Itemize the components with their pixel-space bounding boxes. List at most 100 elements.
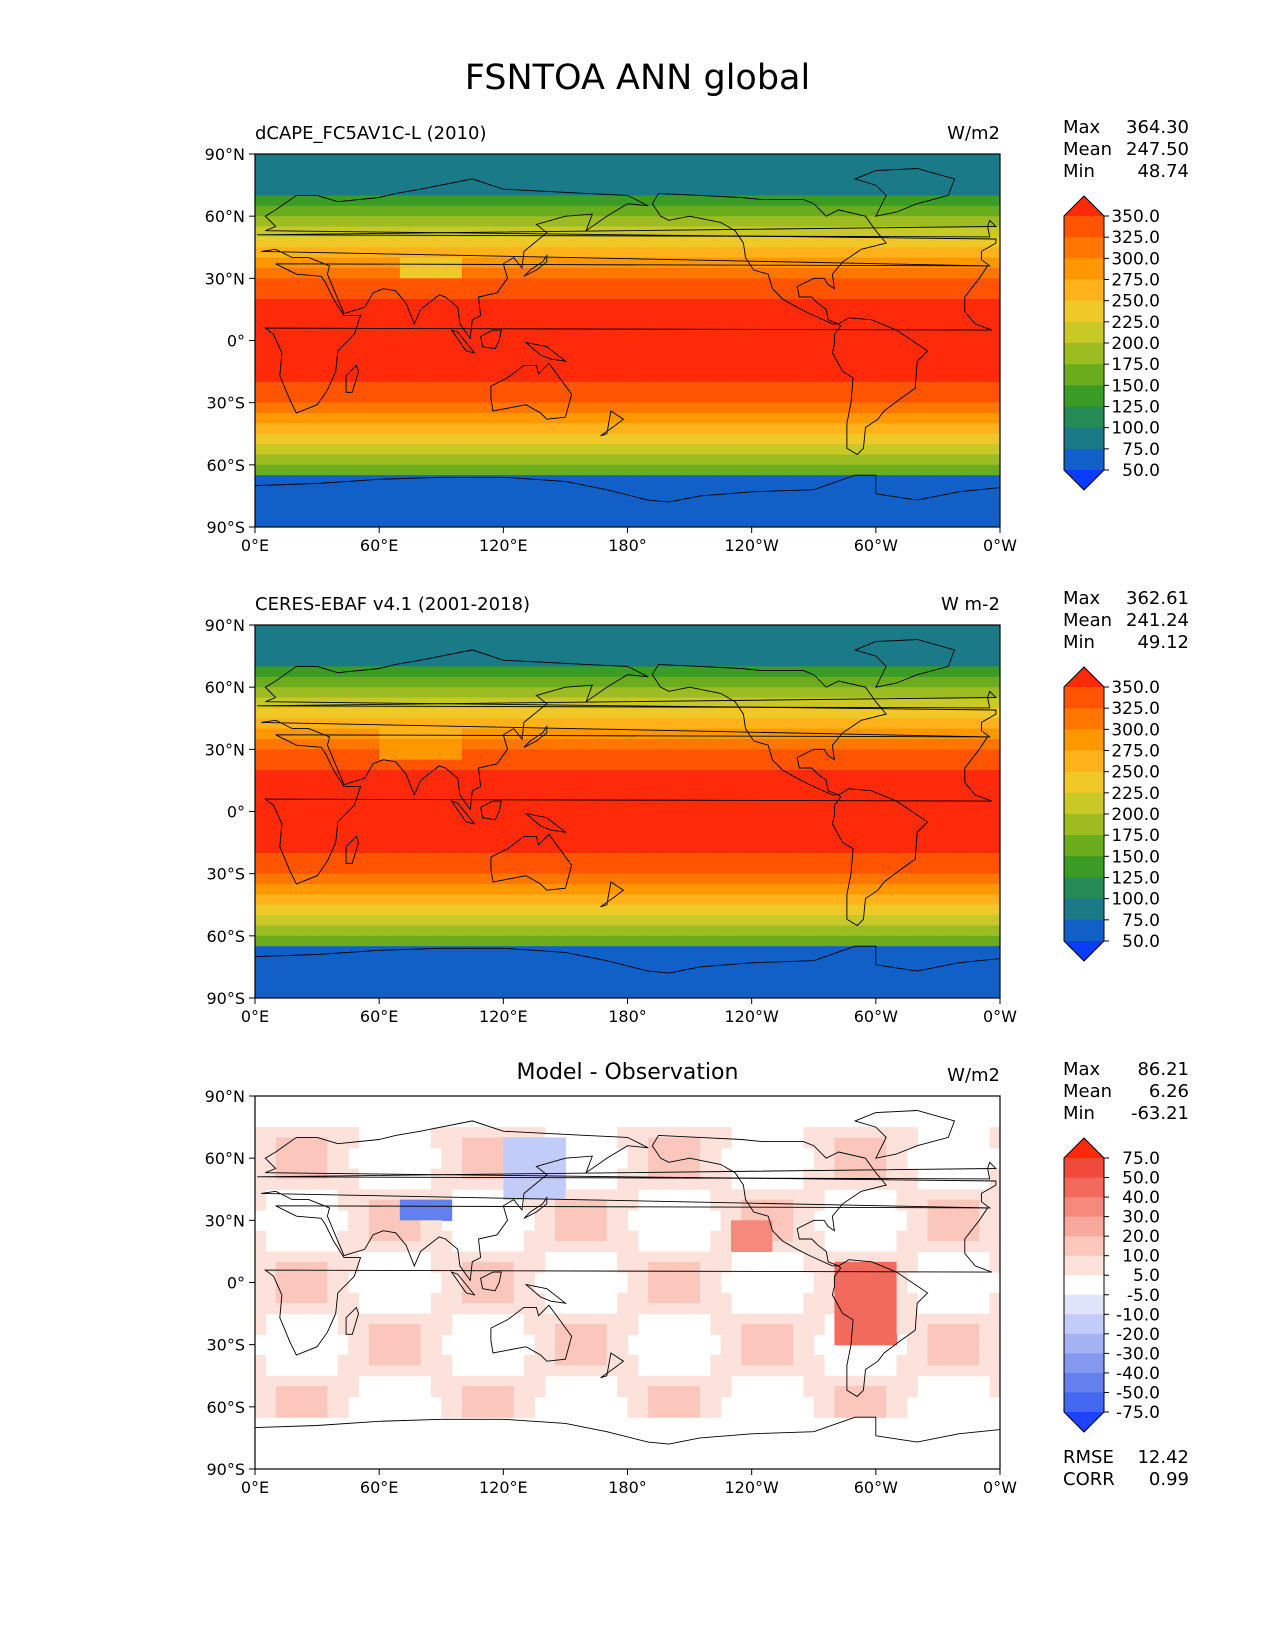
field-cell bbox=[565, 925, 577, 937]
field-cell bbox=[596, 790, 608, 802]
field-cell bbox=[461, 381, 473, 393]
field-cell bbox=[575, 770, 587, 782]
field-cell bbox=[710, 697, 722, 709]
field-cell bbox=[596, 697, 608, 709]
field-cell bbox=[627, 309, 639, 321]
field-cell bbox=[534, 464, 546, 476]
field-cell bbox=[399, 946, 411, 958]
field-cell bbox=[875, 842, 887, 854]
field-cell bbox=[793, 852, 805, 864]
field-cell bbox=[513, 299, 525, 311]
field-cell bbox=[492, 904, 504, 916]
field-cell bbox=[410, 946, 422, 958]
field-cell bbox=[730, 195, 742, 207]
field-cell bbox=[627, 464, 639, 476]
field-cell bbox=[772, 852, 784, 864]
field-cell bbox=[586, 790, 598, 802]
field-cell bbox=[710, 676, 722, 688]
field-cell bbox=[337, 174, 349, 186]
field-cell bbox=[720, 423, 732, 435]
field-cell bbox=[710, 236, 722, 248]
field-cell bbox=[668, 340, 680, 352]
field-cell bbox=[627, 506, 639, 518]
field-cell bbox=[927, 718, 939, 730]
field-cell bbox=[772, 676, 784, 688]
field-cell bbox=[544, 350, 556, 362]
field-cell bbox=[389, 475, 401, 487]
field-cell bbox=[575, 718, 587, 730]
field-cell bbox=[917, 894, 929, 906]
field-cell bbox=[265, 635, 277, 647]
field-cell bbox=[813, 738, 825, 750]
field-cell bbox=[306, 433, 318, 445]
field-cell bbox=[741, 749, 753, 761]
field-cell bbox=[275, 475, 287, 487]
field-cell bbox=[410, 915, 422, 927]
field-cell bbox=[927, 738, 939, 750]
field-cell bbox=[689, 216, 701, 228]
field-cell bbox=[813, 402, 825, 414]
field-cell bbox=[275, 278, 287, 290]
field-cell bbox=[741, 371, 753, 383]
field-cell bbox=[327, 278, 339, 290]
field-cell bbox=[420, 464, 432, 476]
field-cell bbox=[606, 625, 618, 636]
field-cell bbox=[306, 863, 318, 875]
field-cell bbox=[534, 340, 546, 352]
field-cell bbox=[451, 516, 463, 527]
field-cell bbox=[513, 801, 525, 813]
field-cell bbox=[875, 935, 887, 947]
field-cell bbox=[844, 925, 856, 937]
field-cell bbox=[668, 707, 680, 719]
field-cell bbox=[451, 718, 463, 730]
field-cell bbox=[875, 413, 887, 424]
field-cell bbox=[958, 780, 970, 792]
field-cell bbox=[689, 925, 701, 937]
field-cell bbox=[699, 444, 711, 456]
field-cell bbox=[710, 666, 722, 678]
field-cell bbox=[596, 464, 608, 476]
field-cell bbox=[296, 687, 308, 699]
field-cell bbox=[430, 154, 442, 165]
field-cell bbox=[689, 884, 701, 895]
field-cell bbox=[461, 444, 473, 456]
field-cell bbox=[917, 666, 929, 678]
field-cell bbox=[389, 423, 401, 435]
field-cell bbox=[389, 392, 401, 404]
field-cell bbox=[855, 216, 867, 228]
field-cell bbox=[410, 288, 422, 300]
field-cell bbox=[803, 288, 815, 300]
field-cell bbox=[679, 738, 691, 750]
field-cell bbox=[368, 666, 380, 678]
colorbar-segment bbox=[1064, 279, 1104, 302]
field-cell bbox=[275, 444, 287, 456]
field-cell bbox=[751, 454, 763, 466]
field-cell bbox=[917, 444, 929, 456]
field-cell bbox=[534, 485, 546, 497]
field-cell bbox=[834, 195, 846, 207]
field-cell bbox=[379, 174, 391, 186]
field-cell bbox=[937, 154, 949, 165]
field-cell bbox=[420, 495, 432, 507]
field-cell bbox=[699, 485, 711, 497]
field-cell bbox=[844, 288, 856, 300]
field-cell bbox=[886, 749, 898, 761]
field-cell bbox=[441, 946, 453, 958]
field-cell bbox=[699, 247, 711, 259]
field-cell bbox=[441, 444, 453, 456]
field-cell bbox=[937, 915, 949, 927]
field-cell bbox=[337, 821, 349, 833]
field-cell bbox=[637, 625, 649, 636]
field-cell bbox=[596, 288, 608, 300]
field-cell bbox=[979, 350, 991, 362]
field-cell bbox=[617, 894, 629, 906]
field-cell bbox=[875, 236, 887, 248]
field-cell bbox=[979, 935, 991, 947]
field-cell bbox=[461, 361, 473, 373]
field-cell bbox=[937, 319, 949, 331]
field-cell bbox=[648, 738, 660, 750]
field-cell bbox=[648, 811, 660, 823]
field-cell bbox=[668, 635, 680, 647]
field-cell bbox=[617, 216, 629, 228]
field-cell bbox=[896, 645, 908, 657]
